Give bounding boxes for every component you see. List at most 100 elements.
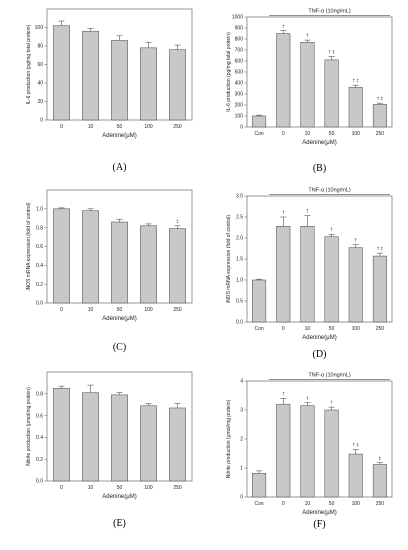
significance-mark: † [306, 33, 309, 38]
x-tick-label: 0 [60, 124, 63, 130]
x-tick-label: Con [254, 131, 263, 137]
x-tick-label: 50 [117, 485, 123, 491]
significance-mark: ‡ [379, 456, 382, 461]
x-axis-label: Adenine(μM) [302, 335, 336, 341]
y-tick-label: 0.8 [36, 225, 43, 231]
panel-label: (C) [113, 342, 126, 353]
y-axis-label: iNOS mRNA expression (fold of control) [226, 215, 232, 303]
chart-panel-4: 0.0 0.5 1.0 1.5 2.0 2.5 3.0 iNOS mRNA expressio… [226, 188, 393, 360]
significance-mark: † [330, 400, 333, 405]
y-tick-label: 0.4 [36, 263, 43, 269]
x-tick-label: 50 [329, 501, 335, 507]
x-tick-label: 100 [144, 485, 153, 491]
significance-mark: † ‡ [377, 246, 384, 251]
y-axis-label: Nitrite production (μmol/mg protein) [26, 387, 32, 466]
y-tick-label: 2.0 [236, 236, 243, 242]
bar [348, 453, 363, 498]
y-tick-label: 0 [40, 118, 43, 124]
panel-label: (A) [113, 162, 127, 173]
y-tick-label: 60 [37, 62, 43, 68]
y-tick-label: 0.0 [36, 301, 43, 307]
y-axis-label: iNOS mRNA expression (fold of control) [26, 202, 32, 290]
x-tick-label: 100 [352, 501, 361, 507]
bar [111, 221, 128, 304]
bar [276, 33, 291, 128]
y-tick-label: 0.2 [36, 457, 43, 463]
y-tick-label: 300 [235, 92, 244, 98]
x-tick-label: 50 [329, 131, 335, 137]
y-tick-label: 0 [240, 125, 243, 131]
significance-mark: † [282, 210, 285, 215]
x-tick-label: 250 [376, 326, 385, 332]
bar [300, 225, 315, 323]
significance-mark: ‡ [176, 219, 179, 224]
bar [324, 409, 339, 498]
x-tick-label: 0 [60, 485, 63, 491]
x-axis-label: Adenine(μM) [302, 140, 336, 146]
x-tick-label: Con [254, 501, 263, 507]
y-tick-label: 600 [235, 59, 244, 65]
bar [252, 279, 267, 323]
x-tick-label: 100 [352, 326, 361, 332]
y-tick-label: 700 [235, 48, 244, 54]
bar [140, 47, 157, 121]
bar [140, 405, 157, 482]
significance-mark: † [306, 396, 309, 401]
x-tick-label: 50 [117, 124, 123, 130]
treatment-label: TNF-α (10ng/mL) [308, 188, 350, 194]
bar [169, 228, 186, 304]
panel-label: (F) [313, 519, 325, 530]
bar [252, 115, 267, 128]
y-tick-label: 3 [240, 408, 243, 414]
significance-mark: † [282, 391, 285, 396]
bar [53, 25, 70, 121]
bar [82, 210, 99, 304]
x-tick-label: Con [254, 326, 263, 332]
x-tick-label: 250 [173, 307, 182, 313]
bar [372, 104, 387, 128]
chart-panel-5: 0.0 0.2 0.4 0.6 0.8 Nitrite production (μmol/… [26, 371, 193, 529]
y-tick-label: 0.5 [236, 299, 243, 305]
x-axis-label: Adenine(μM) [102, 133, 136, 139]
y-tick-label: 200 [235, 103, 244, 109]
bar [252, 472, 267, 498]
y-tick-label: 2.5 [236, 215, 243, 221]
y-axis-label: IL-6 production (pg/mg total protein) [226, 32, 232, 112]
y-axis-label: IL-6 production (pg/mg total protein) [26, 24, 32, 104]
y-tick-label: 1.0 [36, 207, 43, 213]
x-tick-label: 10 [88, 307, 94, 313]
x-tick-label: 250 [376, 501, 385, 507]
y-tick-label: 0.6 [36, 413, 43, 419]
x-tick-label: 0 [282, 131, 285, 137]
x-tick-label: 10 [305, 131, 311, 137]
panel-label: (B) [313, 163, 326, 174]
bar [140, 225, 157, 304]
x-tick-label: 100 [352, 131, 361, 137]
significance-mark: † [306, 209, 309, 214]
y-tick-label: 1 [240, 466, 243, 472]
y-tick-label: 1.5 [236, 257, 243, 263]
x-tick-label: 0 [282, 326, 285, 332]
x-tick-label: 250 [173, 485, 182, 491]
y-tick-label: 0.8 [36, 392, 43, 398]
bar [372, 464, 387, 498]
y-tick-label: 20 [37, 99, 43, 105]
bar [372, 255, 387, 323]
x-tick-label: 0 [282, 501, 285, 507]
bar [324, 59, 339, 128]
significance-mark: † [354, 238, 357, 243]
x-axis-label: Adenine(μM) [302, 510, 336, 516]
bar [82, 30, 99, 121]
bar [111, 40, 128, 121]
y-axis-label: Nitrite production (μmol/mg protein) [226, 399, 232, 478]
bar [300, 42, 315, 128]
panel-label: (D) [313, 349, 327, 360]
bar [53, 388, 70, 482]
y-tick-label: 100 [235, 114, 244, 120]
plot-frame [246, 380, 393, 498]
y-tick-label: 0.2 [36, 282, 43, 288]
chart-panel-6: 0 1 2 3 4 Nitrite production (μmol/mg protein… [226, 373, 393, 530]
bar [348, 87, 363, 128]
